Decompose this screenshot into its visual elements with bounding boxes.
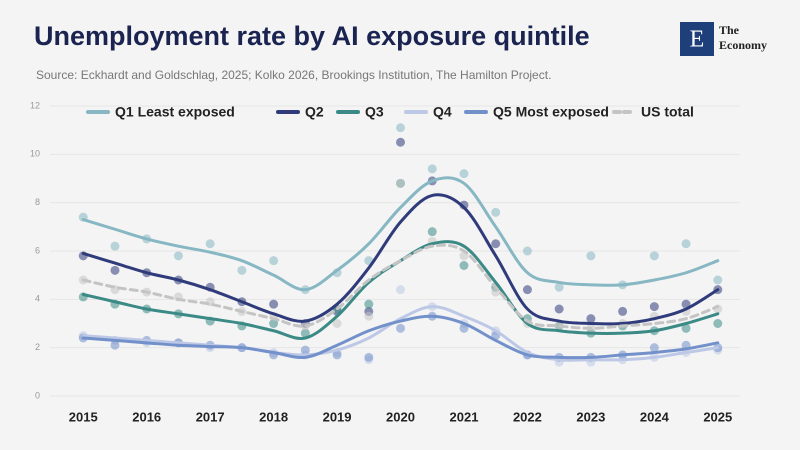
data-dot — [396, 178, 406, 188]
data-dot — [554, 282, 564, 292]
y-tick-label: 12 — [30, 100, 40, 110]
data-dot — [459, 323, 469, 333]
legend-label: US total — [641, 104, 694, 120]
data-dot — [237, 265, 247, 275]
data-dot — [396, 323, 406, 333]
x-tick-label: 2024 — [640, 409, 670, 424]
legend-label: Q2 — [305, 104, 324, 120]
lines — [81, 176, 720, 362]
data-dot — [269, 319, 279, 328]
legend-label: Q1 Least exposed — [115, 104, 235, 120]
data-dot — [396, 285, 406, 295]
logo-text: The — [719, 23, 740, 37]
x-tick-label: 2019 — [323, 409, 352, 424]
x-tick-label: 2021 — [450, 409, 479, 424]
data-dot — [269, 256, 279, 266]
series-line — [81, 243, 720, 330]
y-tick-label: 8 — [35, 197, 40, 207]
y-tick-label: 4 — [35, 294, 40, 304]
data-dot — [713, 275, 723, 285]
data-dot — [586, 314, 596, 324]
data-dot — [586, 251, 596, 261]
x-tick-label: 2015 — [69, 409, 98, 424]
data-dot — [332, 319, 342, 328]
data-dot — [649, 343, 659, 353]
logo-box — [680, 22, 714, 56]
chart-title: Unemployment rate by AI exposure quintil… — [34, 21, 590, 51]
data-dot — [396, 123, 406, 133]
data-dot — [554, 304, 564, 314]
data-dot — [300, 345, 310, 355]
data-dot — [649, 251, 659, 261]
data-dot — [269, 299, 279, 309]
data-dot — [522, 285, 532, 295]
x-tick-label: 2016 — [132, 409, 161, 424]
y-tick-label: 2 — [35, 342, 40, 352]
y-tick-label: 0 — [35, 390, 40, 400]
x-tick-label: 2020 — [386, 409, 415, 424]
data-dot — [364, 311, 374, 321]
legend-label: Q4 — [433, 104, 452, 120]
series-line — [81, 305, 720, 362]
data-dot — [110, 241, 120, 251]
y-tick-label: 10 — [30, 149, 40, 159]
data-dot — [427, 227, 437, 237]
x-tick-label: 2023 — [576, 409, 605, 424]
x-tick-label: 2018 — [259, 409, 288, 424]
chart-subtitle: Source: Eckhardt and Goldschlag, 2025; K… — [36, 68, 551, 82]
data-dot — [110, 340, 120, 350]
data-dot — [300, 328, 310, 338]
legend-label: Q5 Most exposed — [493, 104, 609, 120]
data-dot — [427, 164, 437, 174]
logo-mark: E — [690, 27, 705, 53]
x-tick-label: 2025 — [703, 409, 732, 424]
series-line — [81, 314, 720, 360]
data-dot — [681, 323, 691, 333]
data-dot — [491, 239, 501, 249]
series-line — [81, 193, 720, 326]
data-dot — [110, 265, 120, 275]
data-dot — [364, 299, 374, 309]
y-tick-label: 6 — [35, 245, 40, 255]
data-dot — [681, 239, 691, 249]
data-dot — [396, 137, 406, 147]
data-dot — [459, 261, 469, 270]
data-dot — [649, 302, 659, 312]
data-dot — [522, 246, 532, 256]
data-dot — [173, 251, 183, 261]
x-tick-label: 2017 — [196, 409, 225, 424]
data-dot — [459, 169, 469, 179]
legend-label: Q3 — [365, 104, 384, 120]
data-dot — [491, 207, 501, 217]
data-dot — [618, 306, 628, 316]
data-dot — [205, 239, 215, 249]
data-dot — [364, 352, 374, 362]
x-tick-label: 2022 — [513, 409, 542, 424]
data-dot — [332, 350, 342, 360]
data-dot — [713, 319, 723, 328]
series-line — [81, 176, 720, 292]
logo-text: Economy — [719, 38, 767, 52]
